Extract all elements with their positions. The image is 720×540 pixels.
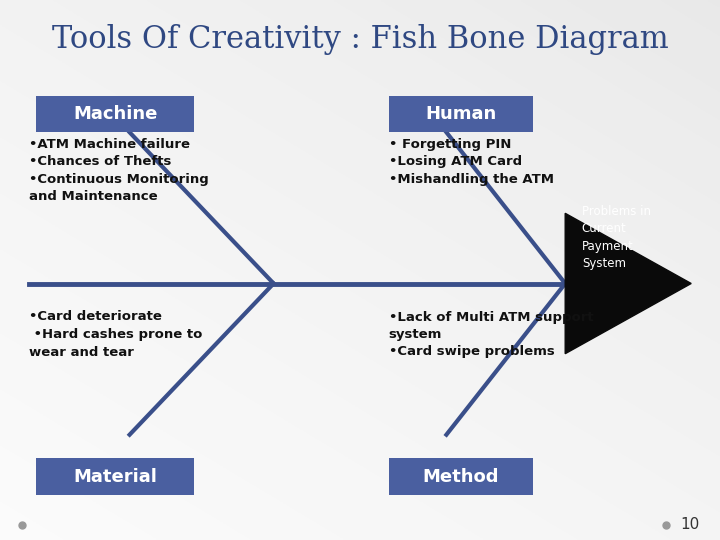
Text: 10: 10 [680,517,700,532]
Text: Machine: Machine [73,105,158,123]
Text: Problems in
Current
Payment
System: Problems in Current Payment System [582,205,651,271]
FancyBboxPatch shape [36,458,194,495]
Text: Tools Of Creativity : Fish Bone Diagram: Tools Of Creativity : Fish Bone Diagram [52,24,668,55]
Text: Method: Method [423,468,499,486]
Text: •ATM Machine failure
•Chances of Thefts
•Continuous Monitoring
and Maintenance: •ATM Machine failure •Chances of Thefts … [29,138,209,203]
Text: Material: Material [73,468,157,486]
Text: •Card deteriorate
 •Hard cashes prone to
wear and tear: •Card deteriorate •Hard cashes prone to … [29,310,202,359]
FancyBboxPatch shape [389,458,533,495]
FancyBboxPatch shape [36,96,194,132]
Text: Human: Human [426,105,496,123]
Text: •Lack of Multi ATM support
system
•Card swipe problems: •Lack of Multi ATM support system •Card … [389,310,593,359]
Text: • Forgetting PIN
•Losing ATM Card
•Mishandling the ATM: • Forgetting PIN •Losing ATM Card •Misha… [389,138,554,186]
Polygon shape [565,213,691,354]
FancyBboxPatch shape [389,96,533,132]
